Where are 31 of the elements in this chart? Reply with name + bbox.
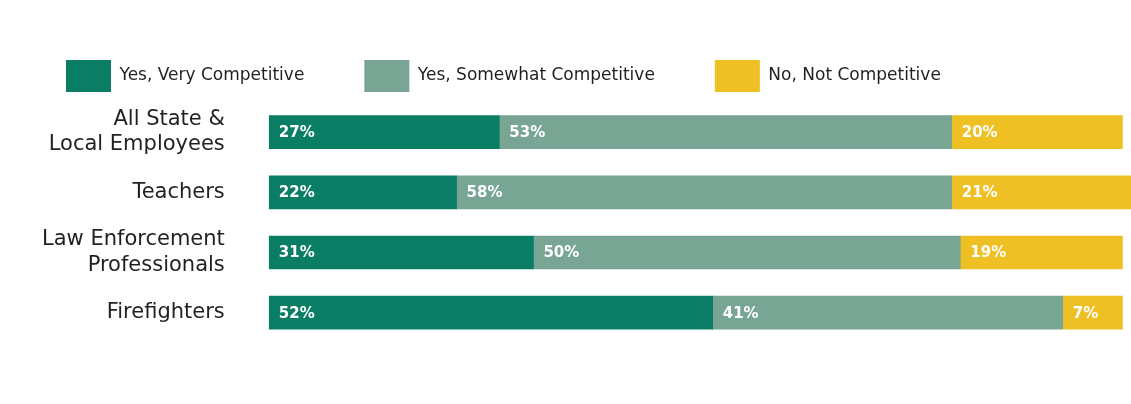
bar bbox=[268, 115, 500, 149]
y-tick-label: Teachers bbox=[131, 178, 225, 203]
bar bbox=[268, 175, 457, 210]
y-tick-label: Firefighters bbox=[106, 299, 225, 324]
bar bbox=[268, 295, 714, 330]
data-label: 50% bbox=[543, 243, 580, 262]
legend-label: Yes, Somewhat Competitive bbox=[416, 64, 655, 85]
bar bbox=[951, 175, 1131, 210]
bar bbox=[1062, 295, 1123, 330]
bar bbox=[959, 235, 1123, 270]
bar bbox=[533, 235, 961, 270]
bar bbox=[456, 175, 953, 210]
data-label: 31% bbox=[278, 243, 315, 262]
data-label: 52% bbox=[278, 303, 315, 322]
data-label: 20% bbox=[961, 122, 998, 141]
bar bbox=[951, 115, 1123, 149]
data-label: 7% bbox=[1072, 303, 1099, 322]
data-label: 58% bbox=[466, 183, 503, 202]
bar bbox=[268, 235, 534, 270]
legend-label: No, Not Competitive bbox=[768, 64, 941, 85]
data-label: 21% bbox=[961, 183, 998, 202]
y-tick-label: Law Enforcement Professionals bbox=[42, 226, 225, 276]
y-tick-label: All State & Local Employees bbox=[48, 105, 225, 156]
legend-label: Yes, Very Competitive bbox=[118, 64, 305, 85]
data-label: 27% bbox=[278, 122, 315, 141]
bar bbox=[498, 115, 953, 149]
data-label: 41% bbox=[722, 303, 759, 322]
data-label: 22% bbox=[278, 183, 315, 202]
data-label: 19% bbox=[970, 243, 1007, 262]
bar bbox=[712, 295, 1064, 330]
data-label: 53% bbox=[509, 122, 546, 141]
